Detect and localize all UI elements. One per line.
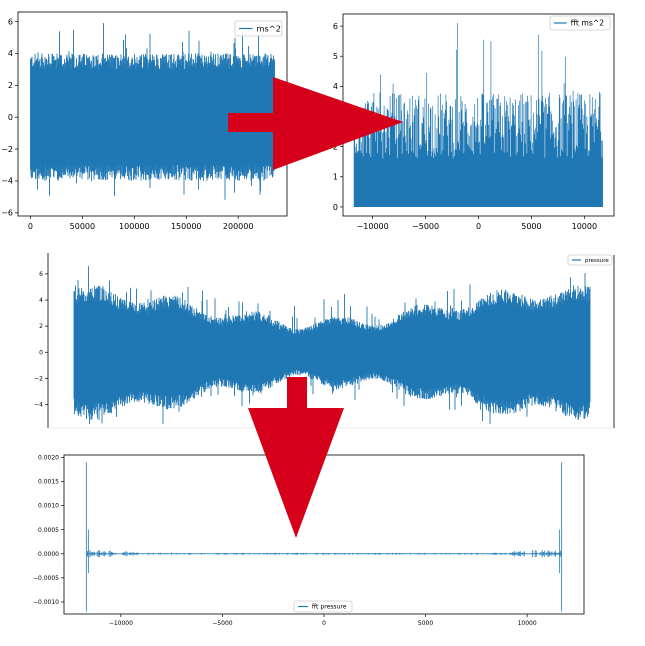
legend: ms^2: [234, 20, 283, 37]
chart-time-accel: −6 −4 −2 0 2 4 6 0 50000 100000 150000 200000 ms^2: [1, 11, 288, 231]
y-tick-label: −0.0010: [33, 599, 59, 606]
y-tick-label: 6: [333, 22, 338, 31]
legend: pressure: [567, 254, 613, 266]
y-tick-label: 6: [8, 17, 13, 26]
legend-box: [549, 15, 611, 31]
y-tick-label: −6: [1, 209, 13, 218]
x-tick-label: 200000: [223, 222, 254, 231]
y-tick-label: 4: [333, 82, 338, 91]
series-time-pressure: [73, 266, 591, 425]
right-arrow-icon: [228, 77, 403, 170]
y-tick-label: −0.0005: [33, 575, 59, 582]
y-tick-label: 0.0005: [38, 527, 59, 534]
x-tick-label: 100000: [119, 222, 150, 231]
legend-label: ms^2: [257, 23, 282, 33]
y-tick-label: 6: [39, 271, 43, 278]
series-fft-accel: [353, 23, 603, 207]
y-tick-label: 4: [8, 49, 13, 58]
x-tick-label: −10000: [109, 620, 133, 627]
axes-frame: [63, 454, 585, 615]
y-tick-label: 0.0020: [38, 455, 59, 462]
y-tick-label: 5: [333, 52, 338, 61]
y-tick-label: 0: [333, 203, 338, 212]
legend: fft pressure: [293, 600, 353, 613]
y-tick-label: −2: [1, 145, 13, 154]
y-tick-label: 2: [39, 323, 43, 330]
legend-box: [567, 254, 613, 266]
x-tick-label: 10000: [518, 620, 537, 627]
legend-label: fft ms^2: [571, 19, 605, 28]
down-arrow-icon: [248, 377, 344, 538]
x-tick-label: 0: [476, 222, 481, 231]
x-tick-label: −5000: [412, 222, 439, 231]
x-tick-label: 0: [28, 222, 33, 231]
x-tick-label: 10000: [572, 222, 597, 231]
legend: fft ms^2: [549, 15, 611, 31]
y-tick-label: 0.0015: [38, 479, 59, 486]
y-tick-label: 1: [333, 173, 338, 182]
y-tick-label: 0.0000: [38, 551, 59, 558]
x-tick-label: −5000: [212, 620, 232, 627]
x-tick-label: 5000: [418, 620, 433, 627]
y-tick-label: 4: [39, 297, 43, 304]
legend-label: pressure: [585, 258, 609, 264]
y-tick-label: −4: [34, 402, 43, 409]
y-tick-label: 2: [8, 81, 13, 90]
y-tick-label: 2: [333, 142, 338, 151]
y-tick-label: 0: [39, 349, 43, 356]
legend-label: fft pressure: [312, 604, 347, 611]
x-tick-label: 5000: [521, 222, 541, 231]
legend-box: [234, 20, 283, 37]
y-tick-label: −2: [34, 375, 43, 382]
series-fft-pressure: [85, 462, 563, 612]
legend-box: [293, 600, 353, 613]
y-tick-label: 0.0010: [38, 503, 59, 510]
y-tick-label: −4: [1, 177, 13, 186]
chart-time-pressure: −4 −2 0 2 4 6 pressure: [34, 253, 615, 429]
x-tick-label: −10000: [357, 222, 389, 231]
series-time-accel: [30, 23, 275, 200]
x-tick-label: 150000: [171, 222, 202, 231]
x-tick-label: 50000: [70, 222, 95, 231]
x-tick-label: 0: [322, 620, 326, 627]
y-tick-label: 0: [8, 113, 13, 122]
